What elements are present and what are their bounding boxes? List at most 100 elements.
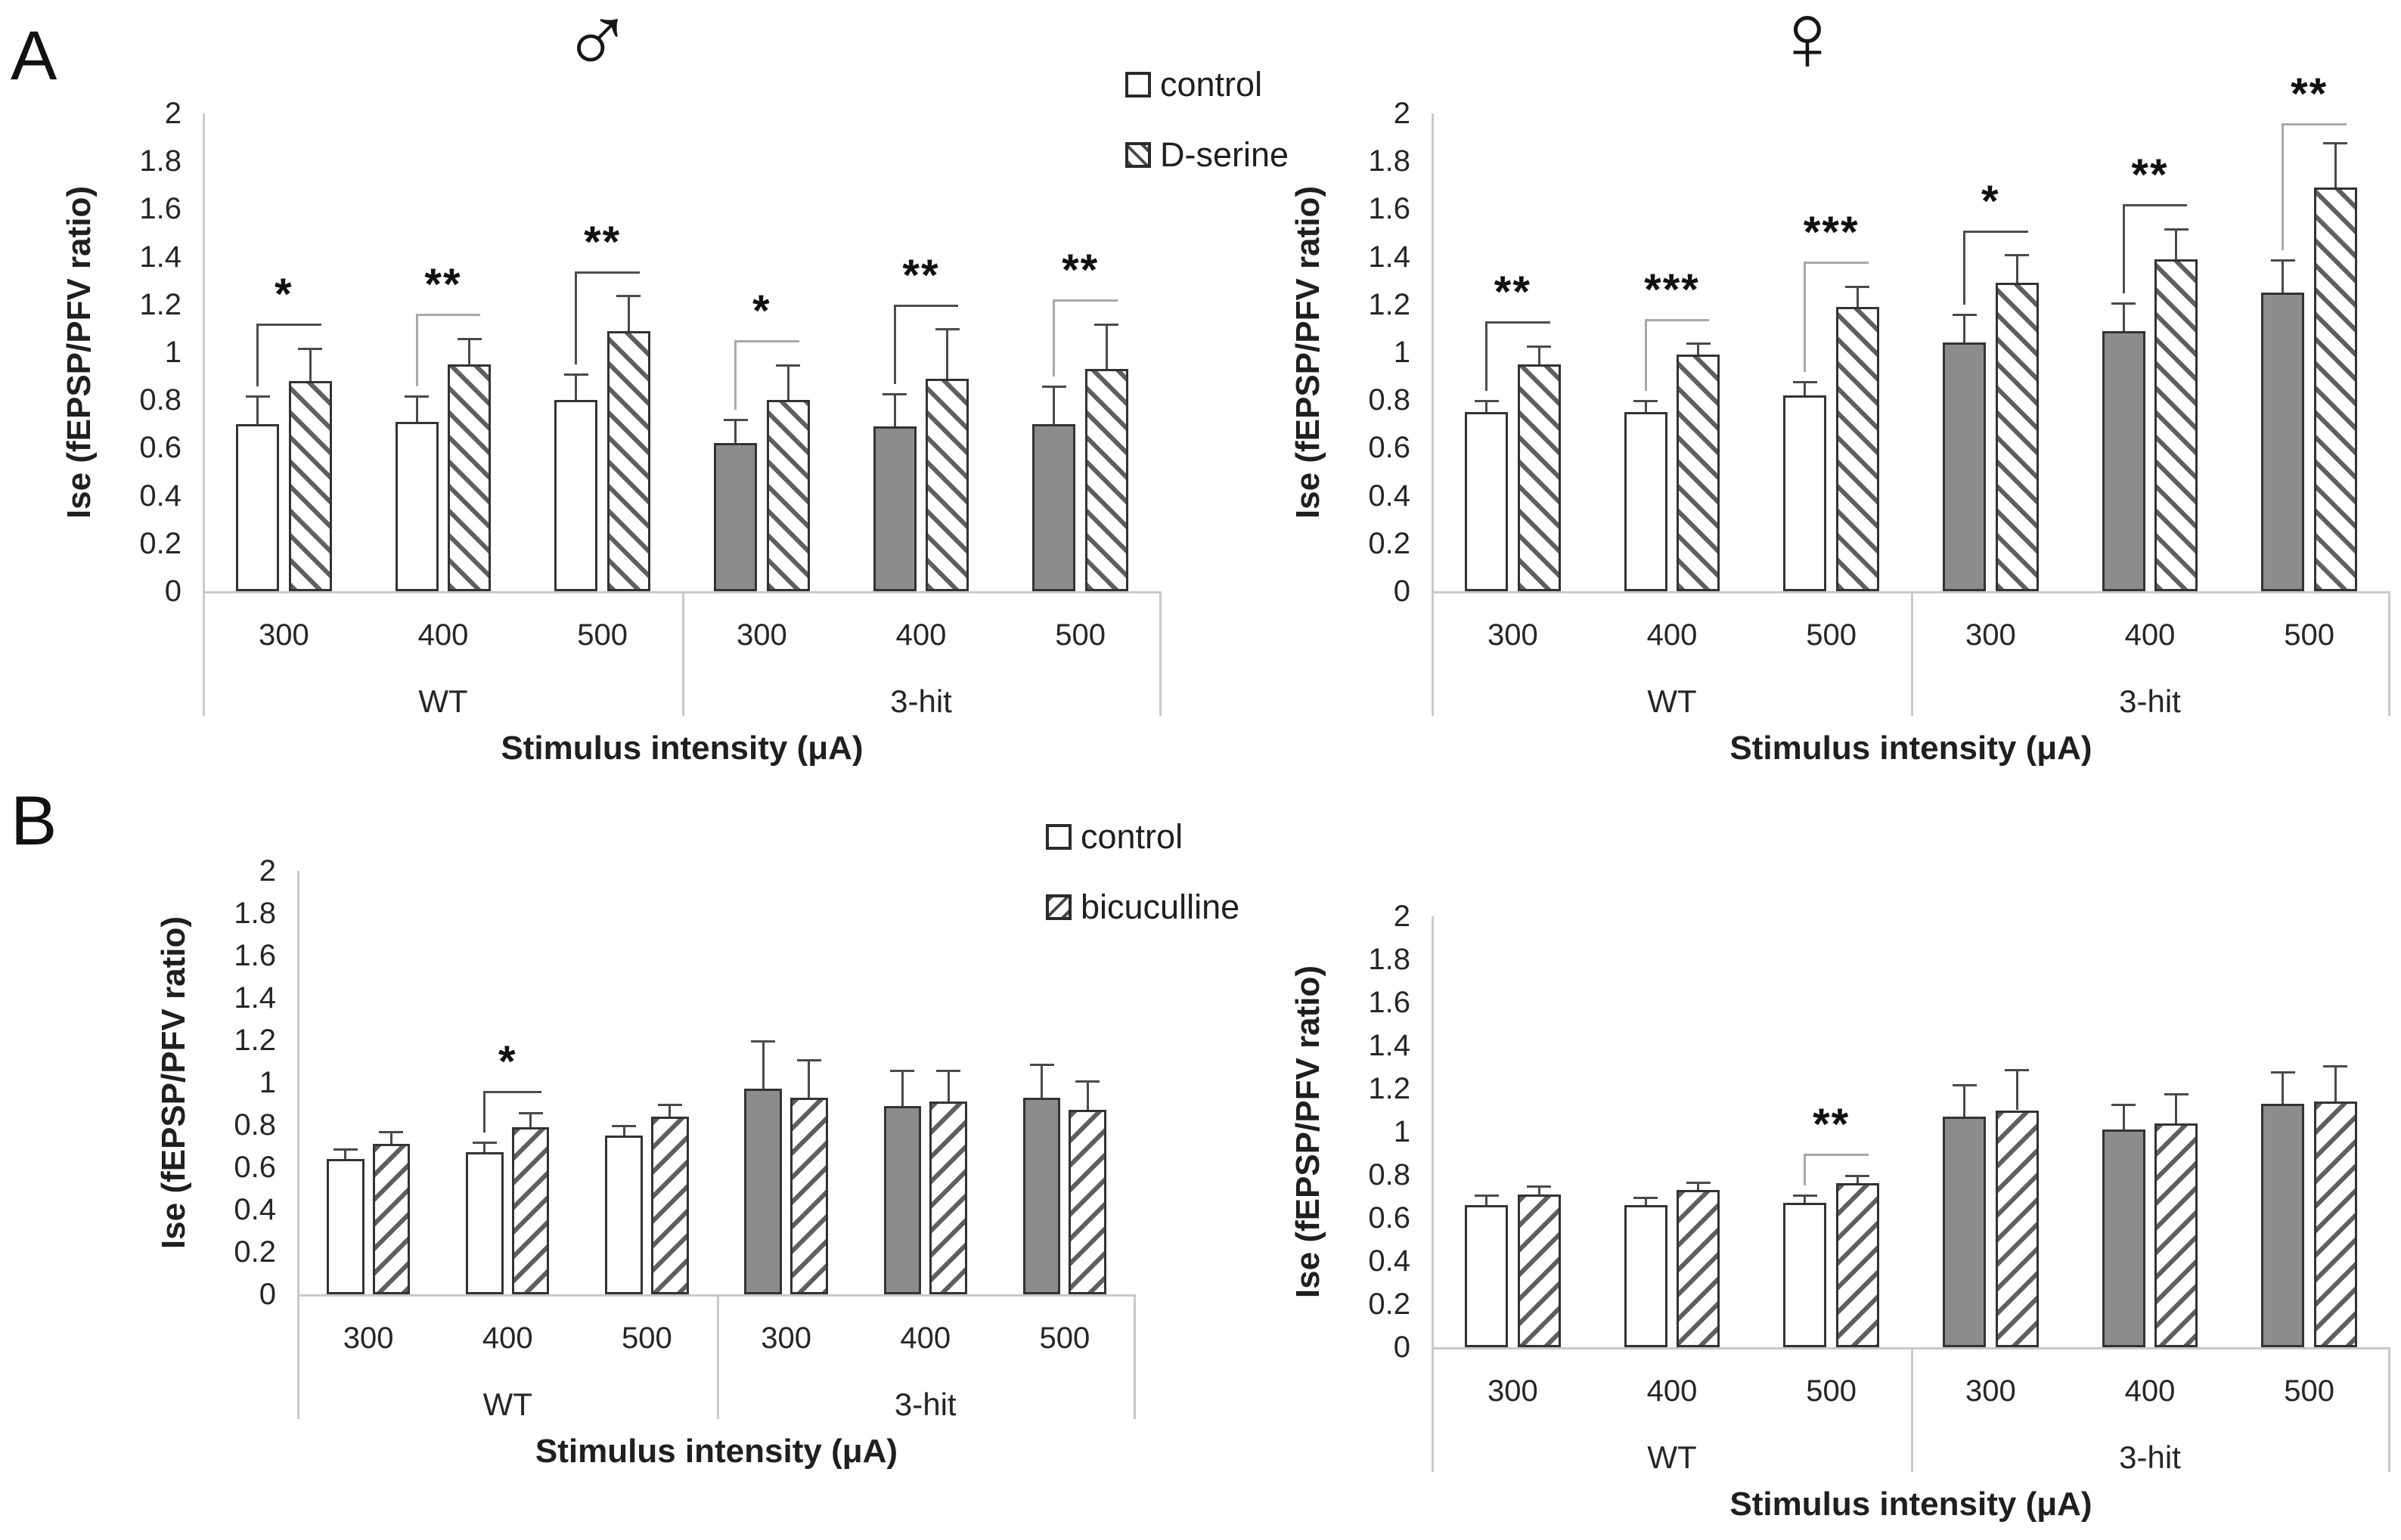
y-tick-label: 1.2	[1368, 1072, 1410, 1105]
error-bar-stem	[1697, 1181, 1700, 1190]
bar-treatment	[448, 364, 492, 591]
y-tick-label: 1.8	[1368, 144, 1410, 178]
error-bar-stem	[1041, 1063, 1044, 1098]
significance-stars: **	[1494, 267, 1531, 317]
y-tick-label: 0.4	[1368, 479, 1410, 513]
y-tick-label: 0.4	[234, 1193, 276, 1226]
legend-panel-a: control D-serine	[1125, 67, 1289, 208]
bar-control	[1783, 395, 1827, 591]
sig-bracket-vertical	[893, 304, 896, 384]
bar-control	[2102, 1129, 2145, 1347]
group-label: 3-hit	[894, 1387, 957, 1422]
significance-stars: **	[1062, 246, 1100, 296]
y-tick-label: 1.4	[234, 981, 276, 1015]
y-tick-label: 1.2	[234, 1024, 276, 1057]
bar-treatment	[929, 1102, 967, 1294]
error-bar-stem	[1804, 1194, 1807, 1204]
error-bar-stem	[1963, 314, 1966, 343]
error-bar-cap	[2005, 254, 2030, 257]
error-bar-stem	[808, 1059, 811, 1098]
error-bar-cap	[2111, 1103, 2136, 1106]
y-tick-label: 1.8	[139, 144, 181, 178]
significance-stars: **	[2131, 150, 2169, 200]
error-bar-cap	[405, 395, 430, 398]
bar-control	[605, 1136, 643, 1294]
error-bar-cap	[1633, 400, 1658, 403]
error-bar-cap	[1474, 1194, 1499, 1197]
sig-bracket-horizontal	[1644, 318, 1710, 321]
y-axis-line	[203, 113, 205, 716]
error-bar-stem	[1644, 400, 1647, 412]
error-bar-stem	[734, 419, 737, 444]
x-axis-baseline	[297, 1294, 1134, 1297]
significance-stars: ***	[1803, 207, 1860, 257]
error-bar-stem	[622, 1125, 625, 1136]
error-bar-stem	[901, 1070, 904, 1106]
error-bar-cap	[612, 1125, 637, 1127]
sig-bracket-horizontal	[1053, 299, 1118, 302]
group-label: 3-hit	[890, 683, 952, 719]
error-bar-cap	[1029, 1063, 1054, 1066]
y-tick-label: 1.6	[1368, 986, 1410, 1019]
error-bar-cap	[796, 1059, 821, 1062]
error-bar-stem	[1804, 380, 1807, 395]
group-label: 3-hit	[2119, 683, 2181, 719]
error-bar-stem	[1537, 345, 1540, 364]
bar-control	[1783, 1203, 1827, 1347]
bar-treatment	[1517, 1194, 1561, 1347]
sig-bracket-horizontal	[734, 340, 799, 343]
error-bar-cap	[298, 347, 323, 350]
y-tick-label: 1.8	[234, 897, 276, 930]
x-tick-label: 500	[1055, 618, 1106, 652]
error-bar-cap	[935, 328, 960, 331]
sig-bracket-vertical	[2122, 204, 2125, 293]
x-axis-baseline	[203, 591, 1160, 593]
error-bar-cap	[883, 392, 907, 395]
error-bar-stem	[309, 347, 312, 381]
bar-control	[326, 1158, 364, 1294]
sig-bracket-horizontal	[1804, 261, 1869, 264]
y-axis-title: Ise (fEPSP/PFV ratio)	[60, 185, 98, 519]
x-tick-label: 300	[1487, 1374, 1538, 1408]
legend-label-control: control	[1160, 65, 1263, 104]
y-axis-title: Ise (fEPSP/PFV ratio)	[1289, 965, 1326, 1299]
bar-control	[744, 1089, 783, 1294]
significance-stars: **	[902, 250, 940, 300]
bar-control	[1022, 1097, 1061, 1294]
sig-bracket-horizontal	[256, 324, 321, 327]
error-bar-cap	[1792, 380, 1817, 383]
error-bar-stem	[2122, 302, 2125, 331]
error-bar-cap	[2270, 1071, 2295, 1074]
group-separator-line	[1911, 591, 1913, 716]
bar-treatment	[606, 330, 650, 591]
y-tick-label: 0.6	[139, 431, 181, 465]
error-bar-cap	[1686, 1181, 1711, 1184]
error-bar-cap	[457, 338, 482, 341]
panel-b-label: B	[11, 782, 57, 860]
bar-control	[395, 421, 439, 591]
x-tick-label: 300	[1965, 618, 2016, 652]
y-tick-label: 1	[1393, 1115, 1410, 1148]
error-bar-stem	[946, 328, 949, 379]
significance-stars: *	[1981, 176, 2000, 226]
y-tick-label: 1.4	[139, 240, 181, 274]
error-bar-cap	[2164, 228, 2189, 231]
y-tick-label: 0.2	[1368, 1287, 1410, 1321]
sig-bracket-vertical	[1804, 1153, 1807, 1185]
error-bar-stem	[575, 373, 578, 401]
bar-treatment	[288, 380, 332, 591]
error-bar-stem	[2015, 254, 2018, 284]
legend-row-bicuculline: bicuculline	[1046, 889, 1239, 925]
error-bar-stem	[2282, 259, 2285, 293]
sig-bracket-vertical	[256, 324, 259, 386]
bar-control	[466, 1152, 504, 1294]
bar-treatment	[1995, 1110, 2039, 1347]
y-tick-label: 0.4	[1368, 1244, 1410, 1278]
y-tick-label: 1	[164, 336, 181, 369]
sig-bracket-vertical	[1804, 261, 1807, 372]
y-tick-label: 1	[259, 1066, 276, 1099]
error-bar-cap	[245, 395, 270, 398]
y-tick-label: 0.6	[234, 1151, 276, 1184]
error-bar-cap	[776, 364, 801, 367]
x-tick-label: 500	[1039, 1322, 1090, 1355]
